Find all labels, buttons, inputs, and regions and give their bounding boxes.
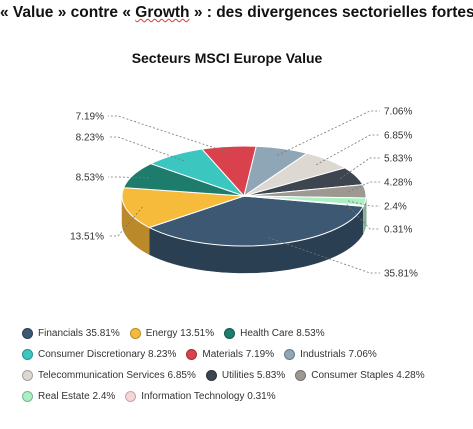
legend-swatch-industrials <box>284 349 296 360</box>
pie-slice-information-technology <box>243 195 365 207</box>
headline: « Value » contre « Growth » : des diverg… <box>0 4 473 22</box>
data-label-information-technology: 0.31% <box>384 225 412 236</box>
pie-chart: Secteurs MSCI Europe Value 35.81% 13.51% 8… <box>70 50 418 280</box>
data-label-financials: 35.81% <box>384 269 418 280</box>
legend-row: Consumer Discretionary 8.23% Materials 7.… <box>22 344 467 365</box>
leader-line-consumer-discretionary <box>108 136 185 162</box>
legend-item-financials[interactable]: Financials 35.81% <box>22 328 120 339</box>
legend-swatch-consumer-staples <box>295 370 307 381</box>
legend-item-real-estate[interactable]: Real Estate 2.4% <box>22 391 115 402</box>
headline-part-3: » : des divergences sectorielles fortes <box>189 4 473 21</box>
data-label-real-estate: 2.4% <box>384 202 407 213</box>
data-label-industrials: 7.06% <box>384 107 412 118</box>
leader-line-energy <box>108 206 143 237</box>
leader-line-materials <box>108 115 232 154</box>
legend-swatch-real-estate <box>22 391 33 402</box>
legend-row: Financials 35.81% Energy 13.51% Health Car… <box>22 323 467 344</box>
legend-item-utilities[interactable]: Utilities 5.83% <box>205 370 286 381</box>
legend-row: Real Estate 2.4% Information Technology 0… <box>22 386 467 407</box>
data-label-utilities: 5.83% <box>384 154 412 165</box>
leader-line-health-care <box>108 176 149 179</box>
legend-item-consumer-discretionary[interactable]: Consumer Discretionary 8.23% <box>22 349 176 360</box>
headline-part-1: « Value » contre « <box>0 4 136 21</box>
legend-swatch-consumer-discretionary <box>22 349 33 360</box>
legend-row: Telecommunication Services 6.85% Utilitie… <box>22 365 467 386</box>
data-label-telecommunication-services: 6.85% <box>384 131 412 142</box>
leader-line-utilities <box>339 157 380 180</box>
pie-slices <box>121 145 367 247</box>
legend-swatch-utilities <box>205 370 217 381</box>
data-label-materials: 7.19% <box>76 112 104 123</box>
legend-label-consumer-discretionary: Consumer Discretionary 8.23% <box>38 349 177 360</box>
legend-item-industrials[interactable]: Industrials 7.06% <box>284 349 377 360</box>
legend-label-real-estate: Real Estate 2.4% <box>38 391 116 402</box>
legend-label-information-technology: Information Technology 0.31% <box>141 391 276 402</box>
leader-line-real-estate <box>348 200 380 207</box>
legend-swatch-financials <box>22 328 33 339</box>
legend-label-health-care: Health Care 8.53% <box>240 328 325 339</box>
legend-label-utilities: Utilities 5.83% <box>221 370 286 381</box>
leader-line-information-technology <box>346 204 380 230</box>
data-label-energy: 13.51% <box>70 232 104 243</box>
legend-item-materials[interactable]: Materials 7.19% <box>186 349 274 360</box>
legend-item-telecommunication-services[interactable]: Telecommunication Services 6.85% <box>22 370 196 381</box>
legend-swatch-telecommunication-services <box>22 370 33 381</box>
legend-item-consumer-staples[interactable]: Consumer Staples 4.28% <box>295 370 425 381</box>
legend-item-information-technology[interactable]: Information Technology 0.31% <box>125 391 276 402</box>
chart-legend: Financials 35.81% Energy 13.51% Health Car… <box>22 323 467 407</box>
pie-slice-energy <box>121 187 245 229</box>
pie-data-labels: 35.81% 13.51% 8.53% 8.23% 7.19% 7.06% 6.85% 5.8… <box>70 107 418 280</box>
headline-growth-word: Growth <box>135 4 190 21</box>
legend-swatch-information-technology <box>125 391 137 402</box>
chart-title: Secteurs MSCI Europe Value <box>132 50 323 66</box>
pie-side-walls <box>121 195 367 274</box>
data-label-consumer-staples: 4.28% <box>384 178 412 189</box>
leader-line-telecommunication-services <box>316 134 380 166</box>
pie-slice-financials <box>148 195 365 247</box>
legend-swatch-energy <box>129 328 141 339</box>
legend-label-financials: Financials 35.81% <box>38 328 120 339</box>
legend-label-consumer-staples: Consumer Staples 4.28% <box>311 370 425 381</box>
legend-label-industrials: Industrials 7.06% <box>300 349 377 360</box>
legend-label-telecommunication-services: Telecommunication Services 6.85% <box>38 370 196 381</box>
legend-label-energy: Energy 13.51% <box>145 328 215 339</box>
data-label-consumer-discretionary: 8.23% <box>76 133 104 144</box>
legend-swatch-materials <box>186 349 198 360</box>
legend-label-materials: Materials 7.19% <box>202 349 275 360</box>
legend-swatch-health-care <box>224 328 236 339</box>
legend-item-health-care[interactable]: Health Care 8.53% <box>224 328 325 339</box>
legend-item-energy[interactable]: Energy 13.51% <box>129 328 215 339</box>
data-label-health-care: 8.53% <box>76 173 104 184</box>
leader-line-industrials <box>277 110 380 156</box>
